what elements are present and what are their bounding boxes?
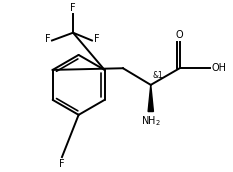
Text: NH$_2$: NH$_2$	[141, 114, 161, 128]
Text: F: F	[94, 34, 99, 44]
Text: &1: &1	[153, 71, 163, 80]
Polygon shape	[148, 85, 153, 111]
Text: OH: OH	[211, 63, 226, 73]
Text: F: F	[70, 3, 76, 13]
Text: O: O	[176, 30, 183, 40]
Text: F: F	[59, 159, 65, 169]
Text: F: F	[45, 34, 50, 44]
